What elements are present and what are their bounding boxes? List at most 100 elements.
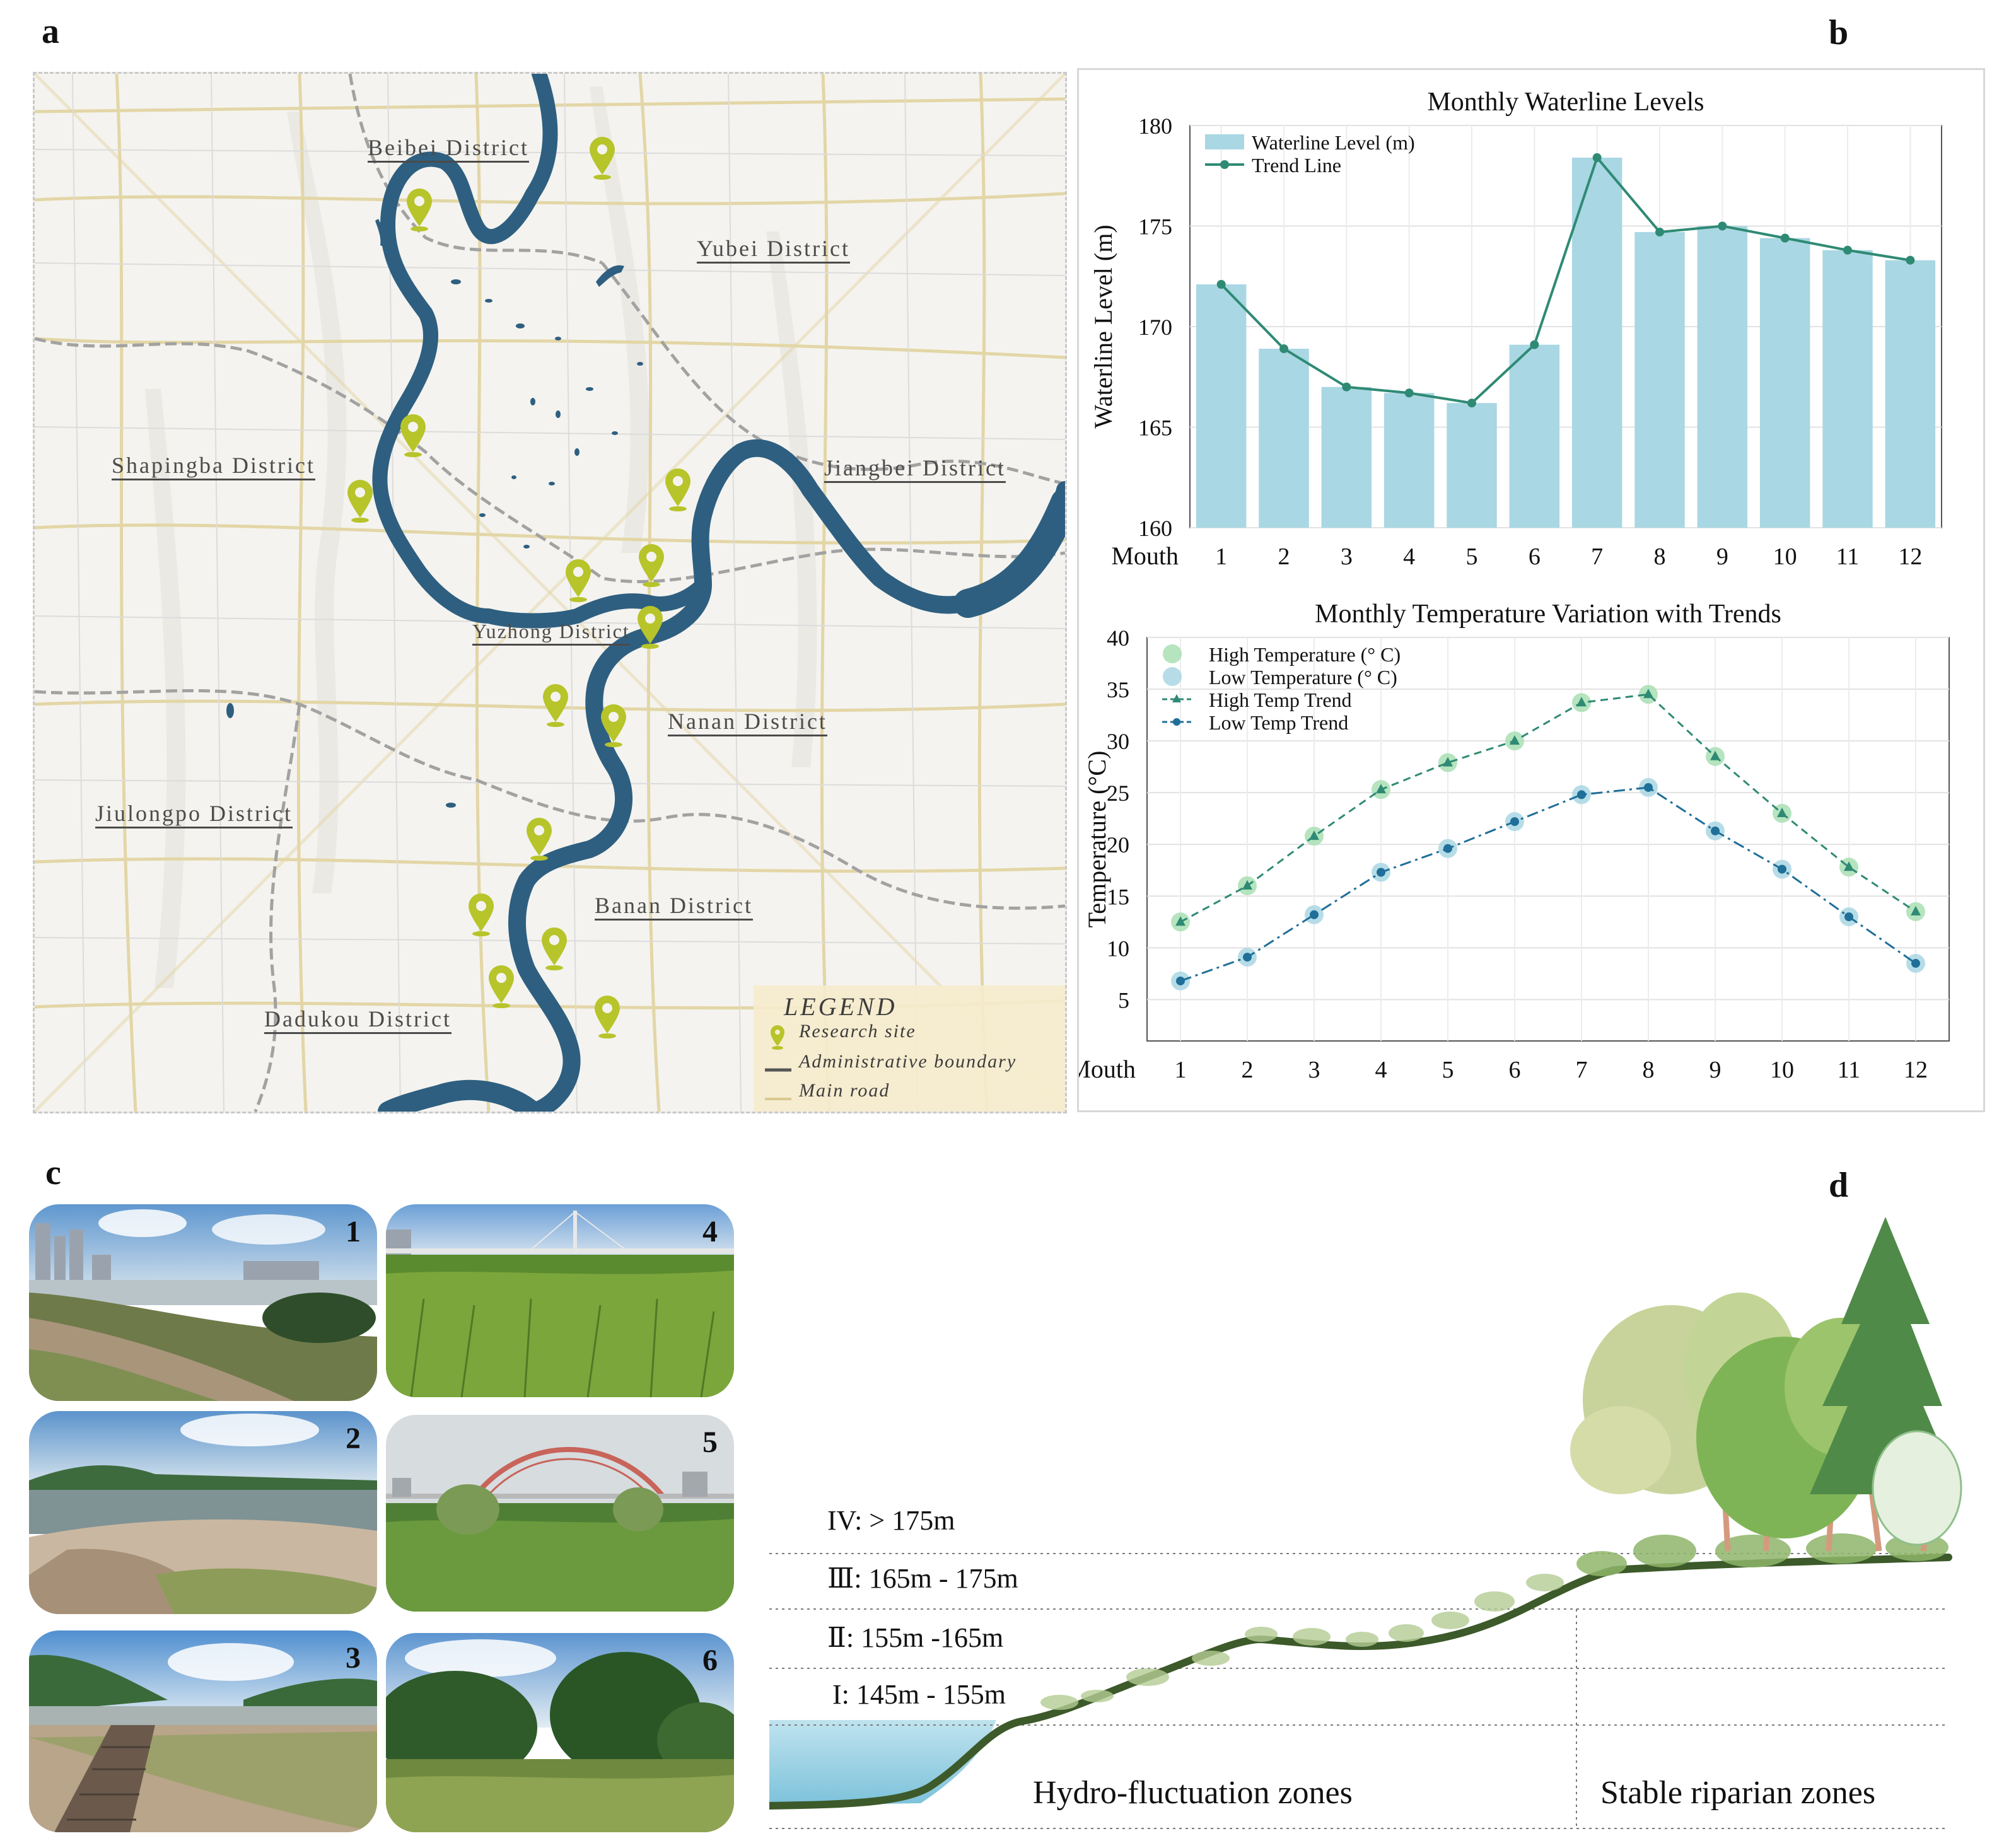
waterline-chart-xtick-label: 3 — [1341, 543, 1353, 570]
research-site-marker — [407, 189, 432, 231]
jialing-river — [372, 74, 711, 629]
temperature-chart-trend-marker — [1643, 689, 1653, 699]
temperature-chart-xtick-label: 7 — [1576, 1057, 1588, 1083]
waterline-chart-xtick-label: 1 — [1215, 543, 1227, 570]
zone-label-i: I: 145m - 155m — [832, 1679, 1006, 1710]
photo-number-4: 4 — [702, 1215, 718, 1248]
district-label-dadukou: Dadukou District — [264, 1006, 451, 1032]
waterline-chart-xtick-label: 7 — [1591, 543, 1603, 570]
temperature-chart-trend-marker — [1175, 916, 1186, 926]
yangtze-lower — [378, 1079, 543, 1112]
temperature-chart-trend-marker — [1510, 817, 1519, 827]
research-site-marker — [595, 996, 620, 1038]
temperature-chart-legend-label: High Temperature (° C) — [1209, 643, 1401, 666]
waterline-chart-legend-swatch — [1205, 134, 1244, 149]
waterline-chart-trend-point — [1216, 280, 1226, 289]
waterline-chart-trend-point — [1843, 245, 1852, 255]
waterline-chart-trend-point — [1780, 233, 1790, 243]
waterline-chart-trend-line — [1220, 155, 1911, 405]
temperature-chart-xtick-label: 6 — [1509, 1057, 1521, 1083]
waterline-chart-bar — [1321, 386, 1372, 528]
temperature-chart-legend-label: Low Temperature (° C) — [1209, 666, 1397, 689]
riparian-profile: IV: > 175m Ⅲ: 165m - 175m Ⅱ: 155m -165m … — [769, 1198, 1967, 1841]
waterline-chart-bar — [1822, 250, 1873, 528]
herbaceous-vegetation — [1040, 1574, 1564, 1710]
research-site-marker — [489, 965, 514, 1008]
temperature-chart-trend-marker — [1711, 826, 1720, 835]
photo-1-image — [29, 1204, 377, 1401]
map-graphic — [35, 74, 1065, 1112]
waterline-chart-trend-point — [1342, 382, 1351, 392]
temperature-chart-trend-marker — [1710, 750, 1720, 760]
temperature-chart-legend-label: Low Temp Trend — [1209, 711, 1348, 734]
waterline-chart-xaxis-label: Mouth — [1111, 542, 1179, 570]
panel-label-b: b — [1829, 13, 1849, 52]
research-site-marker — [527, 818, 552, 861]
temperature-chart-trend-marker — [1376, 784, 1386, 794]
temperature-chart-trend-marker — [1911, 958, 1920, 968]
riparian-trees — [1570, 1217, 1962, 1552]
waterline-chart-trend-point — [1906, 255, 1915, 265]
temperature-chart-trend-marker — [1777, 807, 1787, 817]
temperature-chart-trend-marker — [1310, 910, 1319, 919]
site-photo-1: 1 — [29, 1204, 377, 1401]
waterline-chart-trend-point — [1718, 221, 1727, 231]
waterline-chart-trend-point — [1530, 340, 1539, 349]
photo-3-image — [29, 1630, 377, 1832]
waterline-chart-legend-swatch — [1220, 160, 1229, 169]
waterline-chart-legend-label: Waterline Level (m) — [1252, 131, 1415, 154]
site-photo-5: 5 — [386, 1415, 734, 1612]
waterline-chart-xtick-label: 11 — [1836, 543, 1860, 570]
research-site-marker — [665, 468, 690, 511]
waterline-chart-bar — [1634, 232, 1685, 528]
waterline-chart-bar — [1759, 238, 1810, 528]
research-site-marker — [638, 606, 663, 649]
temperature-chart-xtick-label: 11 — [1838, 1057, 1861, 1083]
lakes — [226, 219, 643, 808]
temperature-chart-legend-label: High Temp Trend — [1209, 689, 1352, 711]
zone-label-ii: Ⅱ: 155m -165m — [827, 1622, 1004, 1653]
waterline-chart-ytick-label: 180 — [1138, 113, 1172, 139]
waterline-chart-bar — [1885, 260, 1936, 528]
research-site-marker — [566, 559, 591, 602]
photo-number-3: 3 — [346, 1641, 361, 1675]
temperature-chart-legend-swatch — [1163, 644, 1182, 663]
ground-profile — [769, 1554, 1952, 1810]
temperature-chart-xtick-label: 8 — [1643, 1057, 1655, 1083]
map-legend: LEGEND Research site Administrative boun… — [754, 985, 1065, 1112]
waterline-chart-bar — [1196, 284, 1247, 528]
waterline-chart-bar — [1697, 226, 1748, 528]
temperature-chart-xtick-label: 4 — [1375, 1057, 1387, 1083]
district-label-yuzhong: Yuzhong District — [472, 620, 630, 642]
temperature-chart-ytick-label: 25 — [1107, 781, 1129, 806]
photo-5-image — [386, 1415, 734, 1612]
temperature-chart-legend-swatch — [1163, 667, 1182, 686]
hydro-fluctuation-label: Hydro-fluctuation zones — [1033, 1775, 1353, 1811]
photo-4-image — [386, 1204, 734, 1397]
photo-2-image — [29, 1411, 377, 1614]
waterline-chart-legend-label: Trend Line — [1252, 154, 1341, 177]
climate-charts: Monthly Waterline Levels 160 165 170 175 180 1… — [1077, 68, 1985, 1112]
legend-item-research-site: Research site — [799, 1021, 916, 1042]
waterline-chart-trend-point — [1404, 388, 1414, 398]
zone-lines — [769, 1553, 1949, 1829]
temperature-chart-trend-marker — [1778, 864, 1786, 874]
temperature-chart-legend-swatch — [1173, 718, 1180, 726]
temperature-chart-xtick-label: 3 — [1308, 1057, 1320, 1083]
site-photo-3: 3 — [29, 1630, 377, 1832]
waterline-chart-xtick-label: 10 — [1773, 543, 1797, 570]
waterline-chart-ytick-label: 165 — [1138, 416, 1172, 441]
temperature-chart-legend-swatch — [1172, 694, 1181, 702]
temperature-chart-trend-marker — [1443, 757, 1453, 767]
waterline-chart-xtick-label: 2 — [1278, 543, 1290, 570]
temperature-chart-trend-marker — [1176, 976, 1185, 985]
waterline-chart-bar — [1447, 403, 1497, 528]
panel-label-a: a — [42, 12, 59, 51]
research-site-marker — [347, 480, 373, 523]
zone-label-iii: Ⅲ: 165m - 175m — [827, 1563, 1018, 1594]
temperature-chart-xaxis-label: Mouth — [1079, 1055, 1136, 1083]
district-label-jiulongpo: Jiulongpo District — [95, 801, 293, 826]
temperature-chart-trend-line — [1180, 786, 1916, 982]
temperature-chart-trend-marker — [1644, 782, 1653, 792]
legend-item-main-road: Main road — [799, 1080, 890, 1101]
